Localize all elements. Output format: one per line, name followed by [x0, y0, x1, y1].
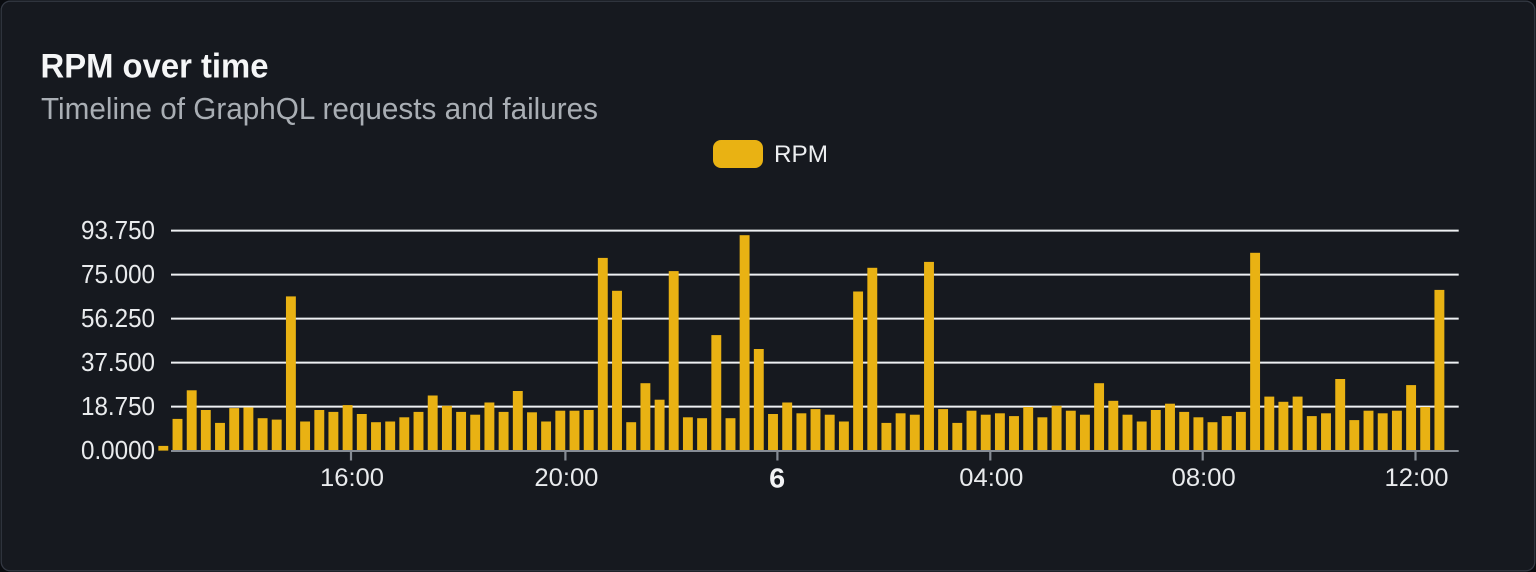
svg-text:Timeline of GraphQL requests a: Timeline of GraphQL requests and failure…	[41, 91, 598, 126]
svg-text:37.500: 37.500	[81, 347, 155, 377]
svg-text:04:00: 04:00	[959, 464, 1023, 492]
svg-text:08:00: 08:00	[1172, 464, 1236, 492]
svg-text:20:00: 20:00	[534, 464, 598, 492]
svg-text:93.750: 93.750	[81, 215, 155, 245]
svg-text:12:00: 12:00	[1385, 464, 1449, 492]
svg-text:RPM over time: RPM over time	[41, 47, 269, 85]
svg-text:RPM: RPM	[774, 141, 828, 168]
svg-text:16:00: 16:00	[320, 464, 384, 492]
svg-text:6: 6	[769, 462, 785, 493]
svg-text:75.000: 75.000	[81, 259, 155, 289]
svg-text:56.250: 56.250	[81, 303, 155, 333]
svg-text:0.0000: 0.0000	[81, 435, 155, 465]
svg-text:18.750: 18.750	[81, 391, 155, 421]
